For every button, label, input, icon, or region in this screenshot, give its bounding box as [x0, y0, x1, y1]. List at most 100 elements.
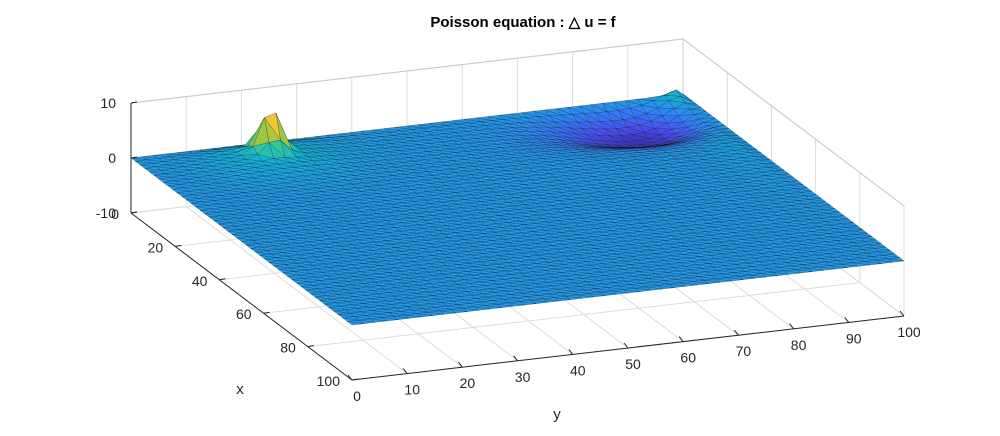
- surface-facet: [637, 178, 655, 183]
- surface-facet: [636, 179, 654, 184]
- surface-facet: [740, 145, 757, 150]
- surface-facet: [448, 155, 466, 160]
- surface-facet: [670, 175, 688, 180]
- surface-facet: [747, 159, 765, 164]
- surface-facet: [397, 157, 415, 162]
- surface-facet: [712, 185, 731, 190]
- surface-facet: [676, 141, 693, 145]
- surface-facet: [492, 139, 509, 144]
- surface-facet: [578, 165, 596, 170]
- y-tick-label: 90: [846, 330, 862, 346]
- surface-facet: [800, 210, 818, 216]
- surface-facet: [643, 153, 661, 158]
- surface-facet: [413, 159, 431, 164]
- surface-facet: [583, 112, 601, 123]
- surface-mesh: [130, 89, 905, 326]
- surface-facet: [740, 164, 758, 169]
- surface-facet: [462, 146, 479, 151]
- surface-facet: [434, 145, 452, 150]
- surface-facet: [399, 130, 417, 135]
- surface-facet: [390, 142, 408, 147]
- surface-facet: [354, 153, 371, 158]
- surface-facet: [602, 162, 619, 166]
- surface-facet: [314, 136, 332, 139]
- surface-facet: [521, 111, 539, 118]
- surface-facet: [650, 144, 667, 148]
- surface-facet: [739, 166, 757, 171]
- surface-facet: [629, 104, 647, 115]
- surface-facet: [383, 146, 401, 151]
- surface-facet: [708, 181, 726, 186]
- surface-facet: [411, 127, 429, 132]
- surface-facet: [729, 145, 747, 150]
- chart-title: Poisson equation : △ u = f: [430, 14, 616, 31]
- surface-facet: [540, 147, 557, 151]
- surface-facet: [494, 150, 511, 155]
- surface-facet: [669, 135, 686, 142]
- surface-facet: [779, 184, 797, 190]
- surface-facet: [696, 125, 714, 133]
- surface-facet: [491, 160, 509, 165]
- surface-facet: [735, 202, 754, 207]
- surface-facet: [342, 135, 359, 140]
- surface-facet: [466, 169, 484, 174]
- surface-facet: [618, 184, 636, 189]
- surface-facet: [662, 141, 679, 146]
- x-tick-label: 20: [148, 239, 164, 255]
- surface-facet: [494, 132, 511, 137]
- surface-facet: [671, 173, 689, 179]
- surface-facet: [531, 141, 548, 146]
- surface-facet: [400, 149, 418, 154]
- surface-facet: [689, 147, 708, 152]
- y-tick-label: 50: [625, 356, 641, 372]
- surface-facet: [445, 165, 463, 170]
- surface-facet: [786, 200, 804, 205]
- surface-facet: [756, 208, 774, 213]
- surface-facet: [549, 114, 567, 123]
- surface-facet: [676, 177, 694, 182]
- surface-facet: [775, 201, 793, 206]
- surface-facet: [719, 138, 737, 143]
- surface-facet: [500, 166, 518, 171]
- surface-facet: [640, 100, 659, 109]
- surface-facet: [418, 143, 436, 148]
- surface-facet: [641, 161, 659, 166]
- surface-facet: [692, 122, 709, 131]
- surface-facet: [791, 184, 808, 189]
- surface-facet: [473, 125, 491, 130]
- surface-facet: [763, 203, 781, 208]
- surface-facet: [560, 139, 578, 145]
- surface-facet: [685, 131, 702, 138]
- surface-facet: [715, 197, 733, 202]
- surface-facet: [664, 133, 682, 140]
- surface-facet: [740, 145, 757, 150]
- y-tick-label: 100: [897, 324, 921, 340]
- surface-facet: [505, 169, 524, 174]
- surface-facet: [800, 191, 817, 196]
- surface-facet: [816, 213, 834, 218]
- surface-facet: [296, 139, 313, 142]
- surface-facet: [699, 135, 716, 140]
- surface-facet: [485, 144, 502, 148]
- surface-facet: [731, 157, 749, 162]
- surface-facet: [508, 143, 525, 147]
- surface-facet: [600, 170, 618, 175]
- y-tick-label: 40: [570, 362, 586, 378]
- surface-facet: [450, 167, 468, 172]
- surface-facet: [411, 147, 428, 152]
- surface-facet: [706, 169, 724, 174]
- surface-facet: [647, 177, 665, 182]
- surface-facet: [602, 182, 620, 187]
- surface-facet: [469, 161, 487, 166]
- surface-facet: [469, 141, 487, 146]
- surface-facet: [331, 136, 348, 141]
- surface-facet: [409, 136, 427, 141]
- surface-facet: [625, 179, 643, 184]
- surface-facet: [763, 163, 780, 168]
- surface-facet: [595, 143, 612, 148]
- surface-facet: [404, 132, 422, 137]
- surface-facet: [510, 172, 528, 177]
- surface-facet: [689, 132, 707, 139]
- surface-facet: [821, 216, 838, 221]
- surface-facet: [515, 117, 532, 123]
